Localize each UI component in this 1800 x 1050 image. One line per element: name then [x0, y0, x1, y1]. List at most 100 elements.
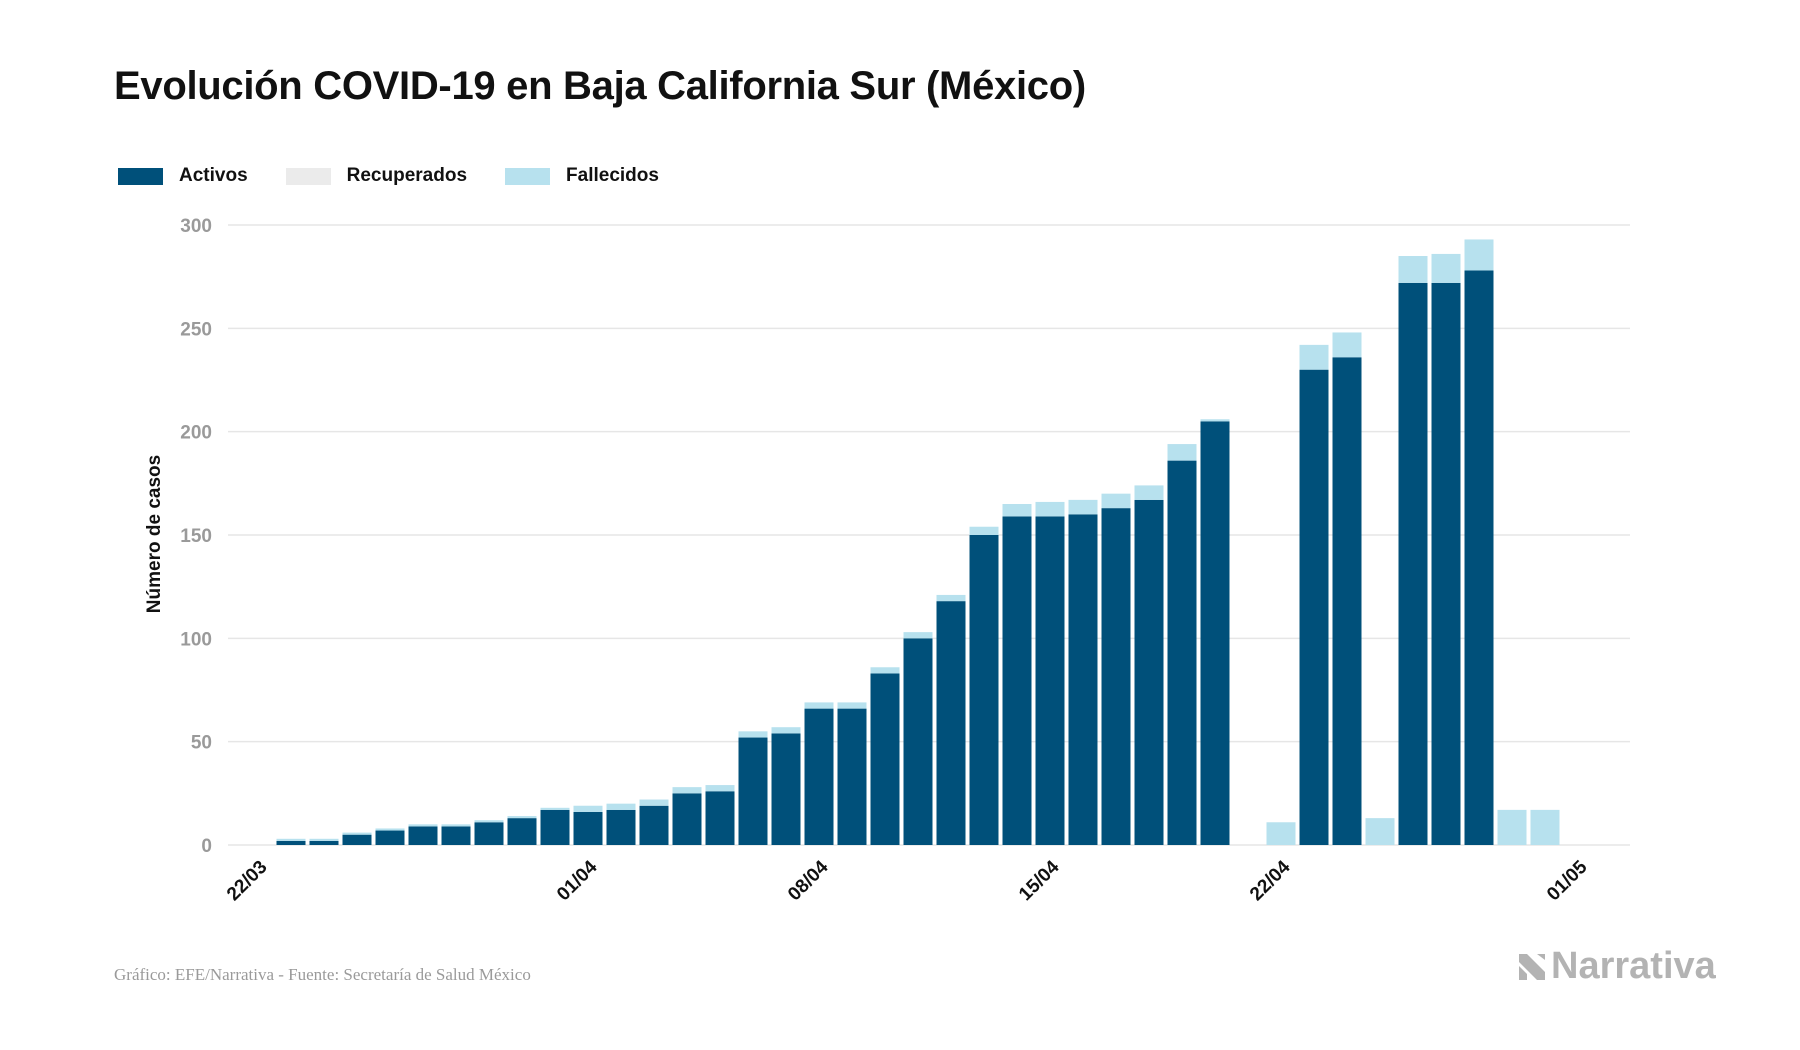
x-tick-label: 22/04 — [1246, 856, 1295, 905]
bar-fallecidos — [837, 702, 867, 709]
bar-activos — [1101, 508, 1131, 845]
bar-fallecidos — [540, 807, 570, 810]
bar-activos — [672, 793, 702, 845]
legend-swatch-activos — [118, 167, 163, 185]
bar-activos — [870, 673, 900, 845]
bar-activos — [276, 840, 306, 845]
y-tick-label: 200 — [180, 423, 212, 444]
x-tick-label: 01/05 — [1543, 856, 1592, 905]
x-tick-label: 22/03 — [223, 857, 271, 905]
bar-fallecidos — [606, 803, 636, 810]
brand-name: Narrativa — [1551, 945, 1716, 987]
bar-activos — [837, 708, 867, 845]
y-tick-label: 50 — [191, 733, 212, 754]
bar-activos — [441, 826, 471, 845]
bar-fallecidos — [573, 805, 603, 812]
bar-fallecidos — [375, 828, 405, 831]
legend-item-activos: Activos — [118, 165, 248, 187]
x-axis-ticks: 22/03 01/04 08/04 15/04 22/04 01/05 — [223, 856, 1592, 905]
bar-fallecidos — [1464, 239, 1494, 271]
bar-fallecidos — [1398, 256, 1428, 283]
legend-swatch-recuperados — [285, 167, 331, 185]
legend-swatch-fallecidos — [505, 167, 551, 185]
bar-activos — [1002, 516, 1032, 845]
y-tick-label: 0 — [201, 836, 212, 857]
bar-activos — [342, 834, 372, 845]
bar-fallecidos — [1200, 419, 1230, 422]
bar-fallecidos — [276, 838, 306, 841]
y-tick-label: 300 — [180, 216, 212, 237]
bar-fallecidos — [969, 526, 999, 535]
bar-activos — [474, 822, 504, 845]
bar-activos — [408, 826, 438, 845]
x-tick-label: 08/04 — [784, 856, 833, 905]
bar-fallecidos — [705, 785, 735, 792]
bar-activos — [375, 830, 405, 845]
bar-fallecidos — [1002, 504, 1032, 517]
bar-activos — [1167, 460, 1197, 845]
bar-fallecidos — [1068, 499, 1098, 515]
legend: Activos Recuperados Fallecidos — [118, 164, 697, 188]
bar-activos — [1035, 516, 1065, 845]
x-tick-label: 15/04 — [1015, 856, 1064, 905]
x-tick-label: 01/04 — [553, 856, 602, 905]
chart-title: Evolución COVID-19 en Baja California Su… — [114, 64, 1086, 108]
bar-fallecidos — [672, 787, 702, 794]
bar-activos — [606, 809, 636, 845]
legend-label-fallecidos: Fallecidos — [566, 165, 659, 186]
narrativa-logo-icon — [1519, 953, 1545, 980]
bar-activos — [1464, 270, 1494, 845]
bar-fallecidos — [1101, 493, 1131, 509]
bar-fallecidos — [804, 702, 834, 709]
bar-activos — [705, 791, 735, 845]
legend-label-recuperados: Recuperados — [346, 165, 468, 186]
bar-fallecidos — [1266, 822, 1296, 845]
bar-activos — [309, 840, 339, 845]
bar-fallecidos — [441, 824, 471, 827]
bar-fallecidos — [870, 667, 900, 674]
brand-logo: Narrativa — [1517, 945, 1716, 988]
bar-activos — [1431, 282, 1461, 845]
bar-activos — [540, 809, 570, 845]
legend-item-recuperados: Recuperados — [285, 165, 468, 187]
y-axis-ticks: 0 50 100 150 200 250 300 — [180, 216, 212, 857]
bar-fallecidos — [903, 632, 933, 639]
bar-fallecidos — [408, 824, 438, 827]
bar-fallecidos — [1167, 444, 1197, 461]
bar-fallecidos — [1299, 344, 1329, 370]
bar-fallecidos — [507, 816, 537, 819]
bar-activos — [1299, 369, 1329, 845]
bars — [276, 239, 1560, 845]
bar-fallecidos — [1431, 253, 1461, 283]
y-tick-label: 100 — [180, 629, 212, 650]
bar-fallecidos — [771, 727, 801, 734]
legend-label-activos: Activos — [179, 165, 248, 186]
bar-activos — [738, 737, 768, 845]
bar-activos — [804, 708, 834, 845]
bar-fallecidos — [1134, 485, 1164, 500]
bar-activos — [1398, 282, 1428, 845]
source-note: Gráfico: EFE/Narrativa - Fuente: Secreta… — [114, 965, 531, 984]
bar-activos — [573, 811, 603, 845]
bar-activos — [771, 733, 801, 845]
bar-activos — [936, 601, 966, 845]
bar-activos — [507, 818, 537, 845]
bar-fallecidos — [342, 832, 372, 835]
y-tick-label: 150 — [180, 526, 212, 547]
legend-item-fallecidos: Fallecidos — [505, 165, 659, 187]
bar-fallecidos — [936, 594, 966, 602]
bar-fallecidos — [1035, 501, 1065, 517]
bar-activos — [639, 805, 669, 845]
bar-fallecidos — [1365, 818, 1395, 845]
bar-fallecidos — [1497, 809, 1527, 845]
bar-activos — [1134, 499, 1164, 845]
bar-fallecidos — [1332, 332, 1362, 358]
bar-fallecidos — [1530, 809, 1560, 845]
bar-fallecidos — [474, 820, 504, 823]
bar-activos — [903, 638, 933, 845]
bar-activos — [1200, 421, 1230, 845]
y-axis-label: Número de casos — [144, 455, 165, 613]
bar-fallecidos — [309, 838, 339, 841]
bar-fallecidos — [639, 799, 669, 806]
